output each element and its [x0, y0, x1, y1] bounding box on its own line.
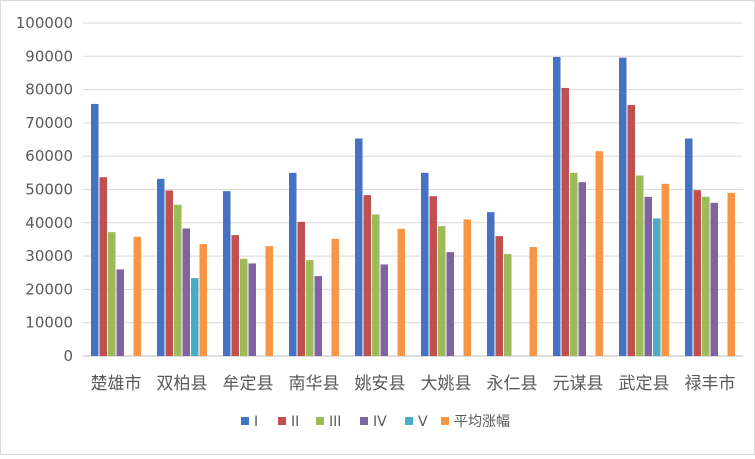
bar-3-5: [372, 214, 380, 356]
bar-6-4: [331, 238, 339, 356]
legend-swatch: [441, 417, 449, 425]
bar-2-2: [165, 190, 173, 356]
bar-6-7: [529, 247, 537, 356]
bar-4-1: [116, 269, 124, 356]
bar-6-10: [727, 192, 735, 356]
bar-6-2: [199, 244, 207, 356]
bar-1-6: [421, 172, 429, 356]
bar-4-6: [446, 252, 454, 356]
bar-1-7: [487, 212, 495, 356]
bar-6-9: [661, 183, 669, 356]
bars: [91, 56, 735, 357]
bar-1-10: [685, 138, 693, 356]
bar-2-8: [561, 87, 569, 356]
bar-4-2: [182, 228, 190, 356]
bar-6-6: [463, 219, 471, 356]
bar-2-5: [363, 195, 371, 356]
bar-4-10: [710, 202, 718, 356]
bar-4-5: [380, 264, 388, 356]
x-tick-label: 楚雄市: [91, 374, 142, 394]
legend-label: IV: [373, 414, 387, 430]
x-tick-label: 禄丰市: [685, 374, 736, 394]
bar-5-9: [653, 218, 661, 356]
bar-1-9: [619, 57, 627, 357]
bar-6-1: [133, 236, 141, 356]
bar-3-10: [702, 196, 710, 356]
y-tick-label: 50000: [25, 181, 73, 199]
y-tick-label: 20000: [25, 280, 73, 298]
x-tick-label: 姚安县: [355, 374, 406, 394]
legend-label: V: [418, 414, 428, 430]
bar-2-9: [627, 104, 635, 356]
bar-3-1: [108, 232, 116, 356]
bar-3-2: [174, 204, 182, 356]
x-axis-ticks: 楚雄市 双柏县 牟定县 南华县 姚安县 大姚县 永仁县 元谋县 武定县 禄丰市: [91, 374, 736, 394]
legend-swatch: [316, 417, 324, 425]
legend-label: II: [291, 414, 299, 430]
bar-6-8: [595, 151, 603, 356]
x-tick-label: 元谋县: [553, 374, 604, 394]
legend-label: 平均涨幅: [454, 414, 510, 430]
legend-swatch: [405, 417, 413, 425]
bar-2-10: [693, 190, 701, 356]
bar-4-3: [248, 263, 256, 356]
y-tick-label: 90000: [25, 47, 73, 65]
bar-2-4: [297, 221, 305, 356]
y-tick-label: 80000: [25, 81, 73, 99]
y-tick-label: 60000: [25, 147, 73, 165]
bar-3-4: [306, 260, 314, 356]
x-tick-label: 双柏县: [157, 374, 208, 394]
bar-3-7: [504, 254, 512, 356]
y-tick-label: 100000: [16, 14, 73, 32]
y-tick-label: 40000: [25, 214, 73, 232]
y-tick-label: 0: [63, 347, 73, 365]
bar-2-6: [429, 196, 437, 356]
y-tick-label: 30000: [25, 247, 73, 265]
legend-swatch: [360, 417, 368, 425]
y-tick-label: 70000: [25, 114, 73, 132]
y-axis-ticks: 0 10000 20000 30000 40000 50000 60000 70000 8000…: [16, 14, 73, 365]
legend-swatch: [241, 417, 249, 425]
bar-4-9: [644, 196, 652, 356]
bar-5-2: [191, 278, 199, 356]
bar-4-4: [314, 276, 322, 356]
bar-6-5: [397, 228, 405, 356]
x-tick-label: 永仁县: [487, 374, 538, 394]
x-tick-label: 牟定县: [223, 374, 274, 394]
gridlines: [83, 22, 743, 357]
bar-2-7: [495, 236, 503, 356]
legend-label: III: [329, 414, 341, 430]
bar-1-3: [223, 191, 231, 356]
legend-swatch: [278, 417, 286, 425]
bar-1-8: [553, 56, 561, 356]
bar-3-8: [570, 172, 578, 356]
bar-3-3: [240, 258, 248, 356]
bar-6-3: [265, 246, 273, 356]
x-tick-label: 南华县: [289, 374, 340, 394]
bar-3-9: [636, 175, 644, 356]
y-tick-label: 10000: [25, 314, 73, 332]
bar-2-3: [231, 235, 239, 356]
x-tick-label: 大姚县: [421, 374, 472, 394]
bar-4-8: [578, 182, 586, 356]
bar-1-5: [355, 138, 363, 356]
legend: I II III IV V 平均涨幅: [241, 414, 510, 430]
x-tick-label: 武定县: [619, 374, 670, 394]
bar-1-1: [91, 103, 99, 356]
legend-label: I: [254, 414, 258, 430]
bar-1-2: [157, 178, 165, 356]
bar-3-6: [438, 226, 446, 356]
bar-2-1: [99, 177, 107, 356]
bar-1-4: [289, 172, 297, 356]
